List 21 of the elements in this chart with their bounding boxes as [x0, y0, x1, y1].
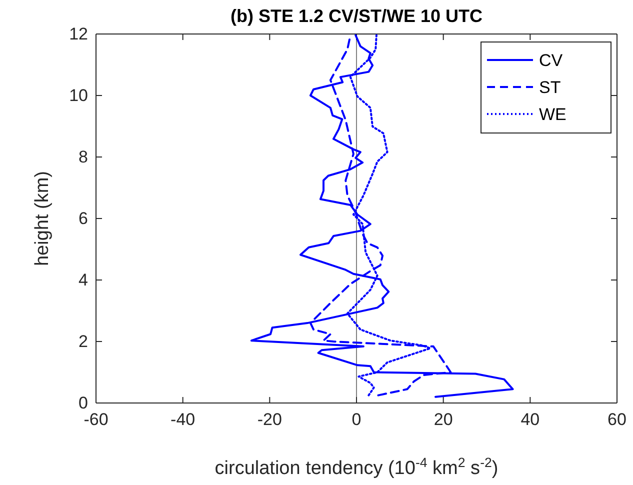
x-tick-label: 20 [434, 410, 453, 430]
x-tick-label: 40 [520, 410, 540, 430]
y-tick-label: 8 [78, 147, 88, 166]
x-tick-label: -20 [257, 410, 282, 430]
legend-label: CV [539, 51, 564, 70]
x-tick-label: -60 [84, 410, 108, 430]
line-series [250, 34, 514, 398]
x-axis-title: circulation tendency (10$^{-4}$ km$^{2}$ s$^{-2}$) [214, 454, 498, 479]
y-axis-title: height (km) [32, 170, 53, 266]
y-tick-label: 2 [78, 332, 88, 351]
chart-title: (b) STE 1.2 CV/ST/WE 10 UTC [230, 6, 483, 26]
x-tick-label: 60 [608, 410, 626, 430]
legend-label: WE [539, 105, 566, 124]
y-tick-label: 10 [69, 86, 88, 105]
x-tick-label: -40 [170, 410, 196, 430]
y-tick-label: 12 [69, 24, 88, 44]
legend-label: ST [539, 78, 561, 97]
y-tick-label: 6 [78, 208, 88, 228]
y-tick-label: 4 [78, 270, 88, 290]
x-tick-label: 0 [352, 410, 362, 430]
y-tick-label: 0 [78, 393, 88, 412]
